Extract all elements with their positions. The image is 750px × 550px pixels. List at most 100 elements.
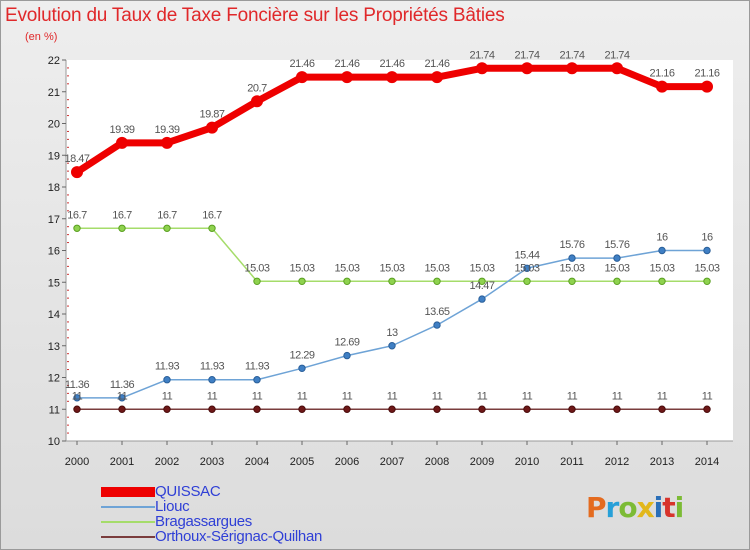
data-point-liouc xyxy=(523,264,531,272)
data-point-quissac xyxy=(71,166,83,179)
data-label-orthoux: 11 xyxy=(342,390,353,402)
x-tick-label: 2003 xyxy=(200,456,224,468)
x-tick-label: 2000 xyxy=(65,456,89,468)
data-point-orthoux xyxy=(253,405,261,413)
y-tick-label: 12 xyxy=(48,373,60,385)
data-label-liouc: 11.93 xyxy=(200,361,225,373)
data-label-orthoux: 11 xyxy=(477,390,488,402)
data-point-bragassargues xyxy=(298,277,306,285)
data-point-liouc xyxy=(118,394,126,402)
data-point-orthoux xyxy=(703,405,711,413)
data-label-liouc: 13.65 xyxy=(424,306,449,318)
data-point-quissac xyxy=(431,71,443,84)
data-label-liouc: 16 xyxy=(656,232,668,244)
data-point-orthoux xyxy=(433,405,441,413)
data-label-bragassargues: 15.03 xyxy=(334,262,359,274)
x-tick-label: 2011 xyxy=(560,456,584,468)
data-label-bragassargues: 15.03 xyxy=(424,262,449,274)
data-label-orthoux: 11 xyxy=(657,390,668,402)
legend-swatch-bragassargues xyxy=(101,521,155,523)
data-label-bragassargues: 15.03 xyxy=(559,262,584,274)
legend-label-bragassargues: Bragassargues xyxy=(155,513,252,530)
data-point-orthoux xyxy=(568,405,576,413)
y-tick-label: 11 xyxy=(49,404,60,416)
data-point-bragassargues xyxy=(523,277,531,285)
plot-area xyxy=(66,60,733,441)
x-tick-label: 2014 xyxy=(695,456,719,468)
brand-letter: P xyxy=(586,491,607,524)
data-label-orthoux: 11 xyxy=(567,390,578,402)
chart-title: Evolution du Taux de Taxe Foncière sur l… xyxy=(5,5,505,26)
data-label-orthoux: 11 xyxy=(522,390,533,402)
legend-label-orthoux: Orthoux-Sérignac-Quilhan xyxy=(155,528,323,545)
y-tick-label: 20 xyxy=(48,119,60,131)
legend-label-quissac: QUISSAC xyxy=(155,483,221,500)
data-label-quissac: 19.39 xyxy=(109,124,134,136)
y-tick-label: 22 xyxy=(48,55,60,67)
data-label-bragassargues: 15.03 xyxy=(694,262,719,274)
data-point-orthoux xyxy=(523,405,531,413)
data-label-liouc: 13 xyxy=(386,327,398,339)
data-point-quissac xyxy=(701,80,713,93)
brand-letter: x xyxy=(636,491,655,524)
data-point-quissac xyxy=(656,80,668,93)
y-tick-label: 13 xyxy=(48,341,60,353)
data-label-orthoux: 11 xyxy=(117,390,128,402)
data-label-orthoux: 11 xyxy=(702,390,713,402)
proxiti-logo: Proxiti xyxy=(586,491,684,524)
x-tick-label: 2006 xyxy=(335,456,359,468)
data-label-bragassargues: 15.03 xyxy=(469,262,494,274)
y-tick-label: 17 xyxy=(48,214,60,226)
data-label-orthoux: 11 xyxy=(207,390,218,402)
data-label-bragassargues: 16.7 xyxy=(157,209,177,221)
data-label-quissac: 21.46 xyxy=(334,58,359,70)
data-label-quissac: 21.16 xyxy=(694,68,719,80)
x-tick-label: 2002 xyxy=(155,456,179,468)
y-tick-label: 18 xyxy=(48,182,60,194)
legend-swatch-liouc xyxy=(101,506,155,508)
legend-swatch-orthoux xyxy=(101,536,155,538)
data-label-quissac: 21.74 xyxy=(514,49,539,61)
data-point-orthoux xyxy=(658,405,666,413)
y-tick-label: 14 xyxy=(48,309,60,321)
data-label-quissac: 20.7 xyxy=(247,82,267,94)
data-point-bragassargues xyxy=(163,224,171,232)
x-tick-label: 2008 xyxy=(425,456,449,468)
data-point-quissac xyxy=(386,71,398,84)
data-label-bragassargues: 16.7 xyxy=(67,209,87,221)
y-axis-unit: (en %) xyxy=(25,31,58,43)
data-label-orthoux: 11 xyxy=(297,390,308,402)
legend-label-liouc: Liouc xyxy=(155,498,190,515)
data-label-liouc: 14.47 xyxy=(469,280,494,292)
brand-letter: i xyxy=(653,491,664,524)
data-point-liouc xyxy=(433,321,441,329)
data-label-quissac: 21.46 xyxy=(289,58,314,70)
data-point-liouc xyxy=(163,376,171,384)
data-point-liouc xyxy=(658,246,666,255)
x-tick-label: 2010 xyxy=(515,456,539,468)
data-point-liouc xyxy=(343,351,351,360)
data-label-bragassargues: 15.03 xyxy=(289,262,314,274)
data-point-orthoux xyxy=(388,405,396,413)
data-label-orthoux: 11 xyxy=(72,390,83,402)
data-label-orthoux: 11 xyxy=(252,390,263,402)
data-point-bragassargues xyxy=(253,277,261,285)
data-point-liouc xyxy=(568,254,576,262)
data-point-bragassargues xyxy=(343,277,351,285)
data-point-liouc xyxy=(253,376,261,384)
data-point-quissac xyxy=(161,136,173,149)
y-tick-label: 19 xyxy=(48,150,60,162)
data-point-orthoux xyxy=(343,405,351,413)
x-tick-label: 2001 xyxy=(110,456,134,468)
data-point-bragassargues xyxy=(703,277,711,285)
data-label-bragassargues: 16.7 xyxy=(202,209,222,221)
data-label-quissac: 21.74 xyxy=(469,49,494,61)
data-point-quissac xyxy=(566,62,578,75)
data-point-orthoux xyxy=(163,405,171,413)
data-point-liouc xyxy=(613,254,621,262)
data-point-orthoux xyxy=(613,405,621,413)
data-point-quissac xyxy=(611,62,623,75)
x-tick-label: 2007 xyxy=(380,456,404,468)
data-point-liouc xyxy=(388,342,396,350)
data-label-quissac: 21.16 xyxy=(649,68,674,80)
